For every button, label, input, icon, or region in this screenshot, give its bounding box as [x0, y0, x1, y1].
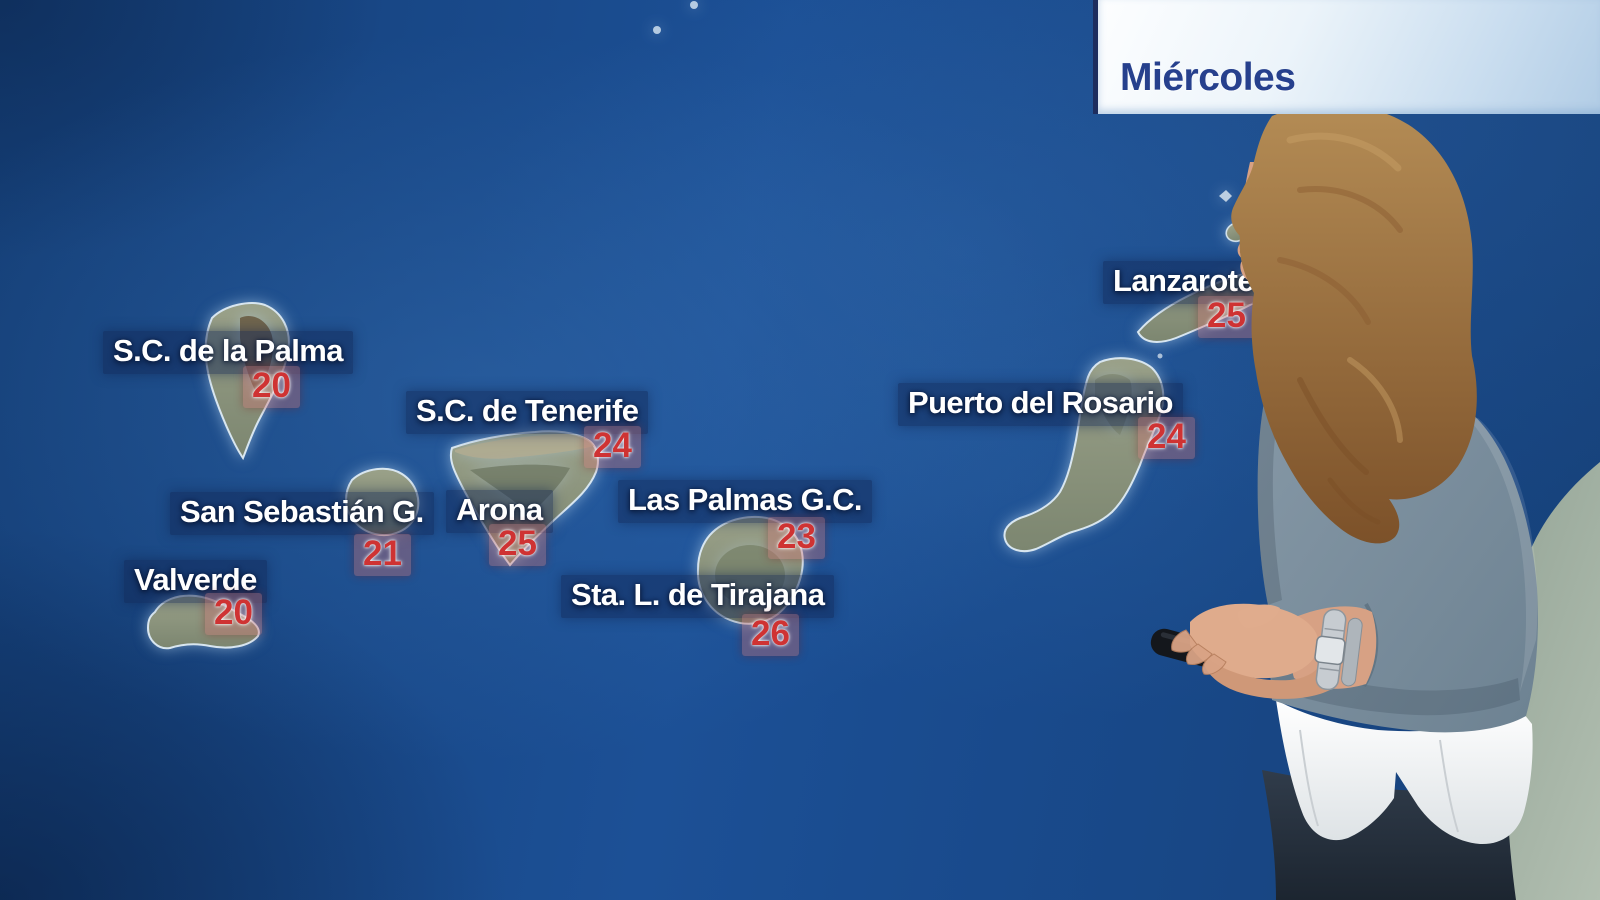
- location-label-sc-de-la-palma: S.C. de la Palma: [103, 331, 353, 374]
- location-name: San Sebastián G.: [170, 492, 434, 535]
- island-tenerife-north: [455, 433, 594, 459]
- presenter-shirt-fold: [1299, 729, 1459, 833]
- location-label-arona: Arona: [446, 490, 553, 533]
- location-name: S.C. de la Palma: [103, 331, 353, 374]
- location-label-tirajana: Sta. L. de Tirajana: [561, 575, 835, 618]
- presenter-shirt: [1276, 700, 1533, 845]
- presenter-thumb: [1237, 604, 1280, 628]
- location-name: Sta. L. de Tirajana: [561, 575, 835, 618]
- location-label-las-palmas: Las Palmas G.C.: [618, 480, 872, 523]
- location-label-san-sebastian: San Sebastián G.: [170, 492, 434, 535]
- day-label: Miércoles: [1120, 56, 1296, 99]
- temperature-badge: 21: [354, 534, 411, 576]
- temperature-badge: 23: [768, 517, 825, 559]
- presenter-fingers: [1171, 629, 1227, 675]
- islet-speck: [1157, 353, 1163, 359]
- location-name: Arona: [446, 490, 553, 533]
- location-label-lanzarote: Lanzarote: [1103, 261, 1265, 304]
- ocean-speck-2: [690, 1, 698, 9]
- presenter-hair-strands: [1277, 132, 1403, 525]
- temperature-badge: 25: [489, 524, 546, 566]
- island-fuerteventura-ridge: [1095, 374, 1132, 435]
- temperature-badge: 25: [1198, 296, 1255, 338]
- location-name: Las Palmas G.C.: [618, 480, 872, 523]
- islet-north: [1219, 190, 1232, 202]
- presenter-hand-lower: [1204, 655, 1330, 699]
- island-el-hierro: [146, 594, 260, 650]
- location-name: S.C. de Tenerife: [406, 391, 649, 434]
- location-name: Lanzarote: [1103, 261, 1265, 304]
- temperature-badge: 24: [584, 426, 641, 468]
- location-label-valverde: Valverde: [124, 560, 267, 603]
- temperature-badge: 26: [742, 614, 799, 656]
- island-gran-canaria-center: [715, 545, 785, 605]
- presenter-sweater-under-shadow: [1270, 660, 1520, 716]
- presenter-sweater-highlight: [1470, 418, 1538, 692]
- presenter-watch: [1314, 608, 1363, 691]
- temperature-badge: 20: [243, 366, 300, 408]
- temperature-badge: 20: [205, 593, 262, 635]
- ocean-speck-1: [653, 26, 661, 34]
- island-tenerife-center: [470, 464, 570, 515]
- location-label-sc-de-tenerife: S.C. de Tenerife: [406, 391, 649, 434]
- presenter-hair: [1231, 103, 1477, 544]
- location-label-puerto-del-rosario: Puerto del Rosario: [898, 383, 1183, 426]
- island-la-palma-ridge: [240, 316, 274, 394]
- location-name: Puerto del Rosario: [898, 383, 1183, 426]
- island-la-gomera: [344, 467, 420, 536]
- location-name: Valverde: [124, 560, 267, 603]
- temperature-badge: 24: [1138, 417, 1195, 459]
- day-header-panel: Miércoles: [1093, 0, 1600, 114]
